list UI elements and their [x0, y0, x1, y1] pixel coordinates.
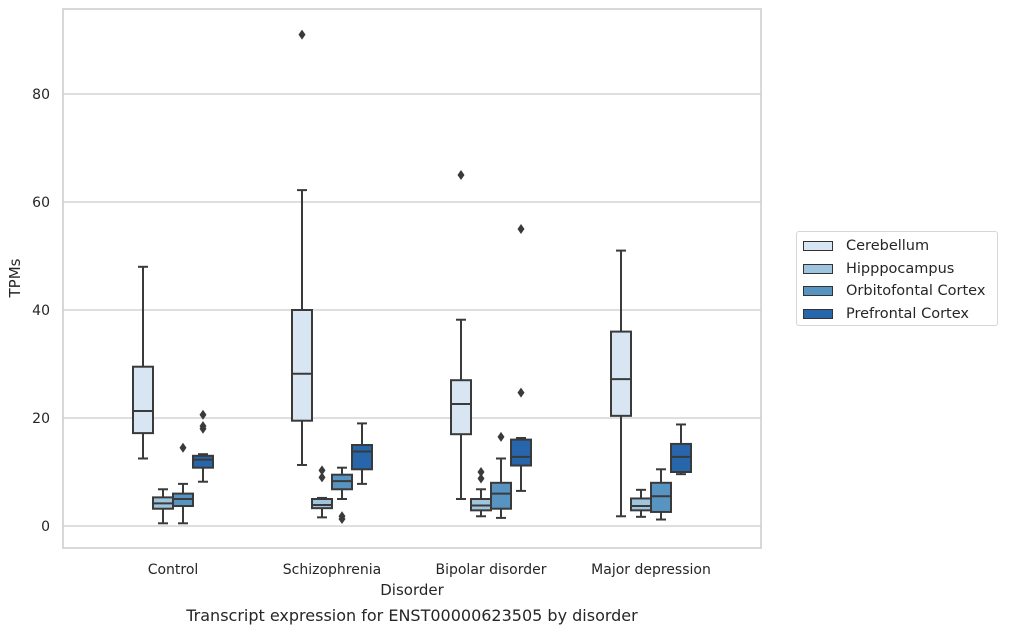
y-tick-labels: 0 20 40 60 80: [32, 87, 50, 535]
box-orbitofontal-cortex: [172, 442, 194, 525]
grid-lines: [63, 93, 761, 527]
box-plots: [132, 29, 692, 525]
box-cerebellum: [132, 265, 154, 460]
outlier-point: [298, 29, 306, 40]
box-iqr: [630, 497, 652, 512]
box-iqr: [291, 309, 313, 422]
outlier-point: [517, 224, 525, 234]
box-orbitofontal-cortex: [331, 466, 353, 524]
box-iqr: [510, 438, 532, 467]
box-orbitofontal-cortex: [490, 431, 512, 519]
box-cerebellum: [610, 249, 632, 518]
box-prefrontal-cortex: [351, 422, 373, 485]
legend-swatch: [803, 308, 833, 319]
outlier-point: [338, 511, 346, 522]
legend-label: Orbitofontal Cortex: [846, 283, 986, 300]
legend-swatch: [803, 263, 833, 274]
y-tick-label: 0: [41, 519, 50, 535]
outlier-point: [318, 472, 326, 483]
legend: Cerebellum Hipppocampus Orbitofontal Corte…: [796, 231, 998, 326]
legend-swatch: [803, 286, 833, 297]
y-axis-label: TPMs: [6, 258, 24, 298]
box-iqr: [650, 481, 672, 513]
x-tick-labels: Control Schizophrenia Bipolar disorder Majo…: [148, 562, 711, 578]
outlier-point: [477, 467, 485, 477]
box-hipppocampus: [470, 467, 492, 518]
box-hipppocampus: [630, 488, 652, 518]
legend-label: Hipppocampus: [846, 260, 955, 277]
legend-item: Hipppocampus: [803, 258, 997, 281]
legend-label: Prefrontal Cortex: [846, 305, 969, 322]
box-iqr: [670, 442, 692, 474]
box-iqr: [450, 379, 472, 436]
box-hipppocampus: [152, 488, 174, 525]
figure-caption: Transcript expression for ENST0000062350…: [186, 606, 638, 625]
box-hipppocampus: [311, 465, 333, 519]
y-tick-label: 60: [32, 195, 50, 211]
box-iqr: [192, 454, 214, 469]
outlier-point: [199, 409, 207, 420]
box-orbitofontal-cortex: [650, 468, 672, 521]
box-prefrontal-cortex: [670, 423, 692, 476]
outlier-point: [517, 387, 525, 398]
box-iqr: [351, 444, 373, 471]
box-prefrontal-cortex: [192, 409, 214, 483]
outlier-point: [179, 442, 187, 453]
box-iqr: [311, 498, 333, 510]
outlier-point: [199, 421, 207, 432]
x-axis-label: Disorder: [380, 581, 444, 599]
x-tick-label: Schizophrenia: [283, 562, 381, 578]
x-tick-label: Control: [148, 562, 199, 578]
box-iqr: [610, 330, 632, 417]
legend-item: Prefrontal Cortex: [803, 303, 997, 326]
box-cerebellum: [291, 29, 313, 466]
box-cerebellum: [450, 170, 472, 500]
y-tick-label: 40: [32, 303, 50, 319]
box-iqr: [490, 481, 512, 510]
outlier-point: [318, 465, 326, 476]
box-iqr: [132, 365, 154, 435]
box-prefrontal-cortex: [510, 224, 532, 492]
legend-swatch: [803, 241, 833, 252]
legend-label: Cerebellum: [846, 238, 930, 255]
y-tick-label: 80: [32, 87, 50, 103]
legend-item: Cerebellum: [803, 235, 997, 258]
plot-frame: [62, 8, 762, 549]
outlier-point: [497, 431, 505, 442]
y-tick-label: 20: [32, 411, 50, 427]
x-tick-label: Bipolar disorder: [435, 562, 546, 578]
outlier-point: [477, 473, 485, 484]
x-tick-label: Major depression: [591, 562, 711, 578]
outlier-point: [457, 170, 465, 180]
legend-item: Orbitofontal Cortex: [803, 280, 997, 303]
